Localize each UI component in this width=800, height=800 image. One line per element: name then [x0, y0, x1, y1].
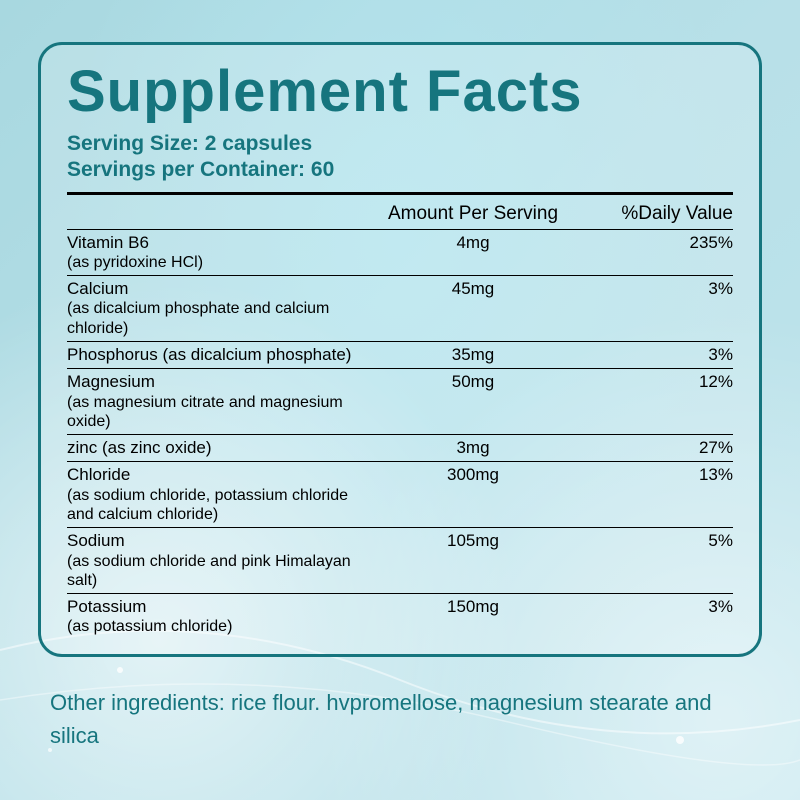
nutrient-amount: 4mg	[363, 233, 583, 253]
header-amount: Amount Per Serving	[363, 203, 583, 225]
nutrient-sub: (as magnesium citrate and magnesium oxid…	[67, 393, 363, 431]
nutrient-amount: 35mg	[363, 345, 583, 365]
table-row: Sodium (as sodium chloride and pink Himal…	[67, 527, 733, 593]
table-row: Phosphorus (as dicalcium phosphate) 35mg3…	[67, 341, 733, 368]
nutrient-sub: (as sodium chloride, potassium chloride …	[67, 486, 363, 524]
nutrient-name: Phosphorus (as dicalcium phosphate)	[67, 345, 351, 364]
panel-title: Supplement Facts	[67, 63, 733, 121]
nutrient-dv: 13%	[583, 465, 733, 485]
servings-per-label: Servings per Container:	[67, 158, 305, 181]
table-row: Magnesium (as magnesium citrate and magne…	[67, 368, 733, 434]
nutrient-sub: (as pyridoxine HCl)	[67, 253, 363, 272]
header-dv: %Daily Value	[583, 203, 733, 225]
nutrient-amount: 3mg	[363, 438, 583, 458]
nutrient-name: Sodium	[67, 531, 125, 550]
nutrient-name: Calcium	[67, 279, 128, 298]
nutrient-dv: 5%	[583, 531, 733, 551]
nutrient-dv: 235%	[583, 233, 733, 253]
facts-panel: Supplement Facts Serving Size: 2 capsule…	[38, 42, 762, 657]
nutrient-dv: 3%	[583, 597, 733, 617]
nutrient-dv: 27%	[583, 438, 733, 458]
nutrient-amount: 50mg	[363, 372, 583, 392]
nutrient-name: Chloride	[67, 465, 130, 484]
serving-info: Serving Size: 2 capsules Servings per Co…	[67, 131, 733, 184]
nutrient-name: Vitamin B6	[67, 233, 149, 252]
nutrient-sub: (as sodium chloride and pink Himalayan s…	[67, 552, 363, 590]
table-row: Calcium(as dicalcium phosphate and calci…	[67, 275, 733, 341]
nutrient-amount: 150mg	[363, 597, 583, 617]
nutrient-amount: 105mg	[363, 531, 583, 551]
serving-size-label: Serving Size:	[67, 132, 199, 155]
servings-per-value: 60	[311, 158, 334, 181]
serving-size-value: 2 capsules	[205, 132, 312, 155]
nutrient-amount: 300mg	[363, 465, 583, 485]
table-row: Vitamin B6(as pyridoxine HCl)4mg235%	[67, 229, 733, 276]
nutrient-sub: (as dicalcium phosphate and calcium chlo…	[67, 299, 363, 337]
nutrient-dv: 12%	[583, 372, 733, 392]
nutrient-sub: (as potassium chloride)	[67, 617, 363, 636]
nutrient-name: Magnesium	[67, 372, 155, 391]
table-row: zinc (as zinc oxide) 3mg27%	[67, 434, 733, 461]
nutrient-dv: 3%	[583, 279, 733, 299]
nutrient-dv: 3%	[583, 345, 733, 365]
other-ingredients: Other ingredients: rice flour. hvpromell…	[50, 686, 750, 752]
nutrient-name: Potassium	[67, 597, 146, 616]
nutrient-name: zinc (as zinc oxide)	[67, 438, 212, 457]
nutrient-amount: 45mg	[363, 279, 583, 299]
table-row: Potassium(as potassium chloride)150mg3%	[67, 593, 733, 640]
table-header: Amount Per Serving %Daily Value	[67, 201, 733, 229]
table-row: Chloride (as sodium chloride, potassium c…	[67, 461, 733, 527]
divider-thick	[67, 192, 733, 195]
